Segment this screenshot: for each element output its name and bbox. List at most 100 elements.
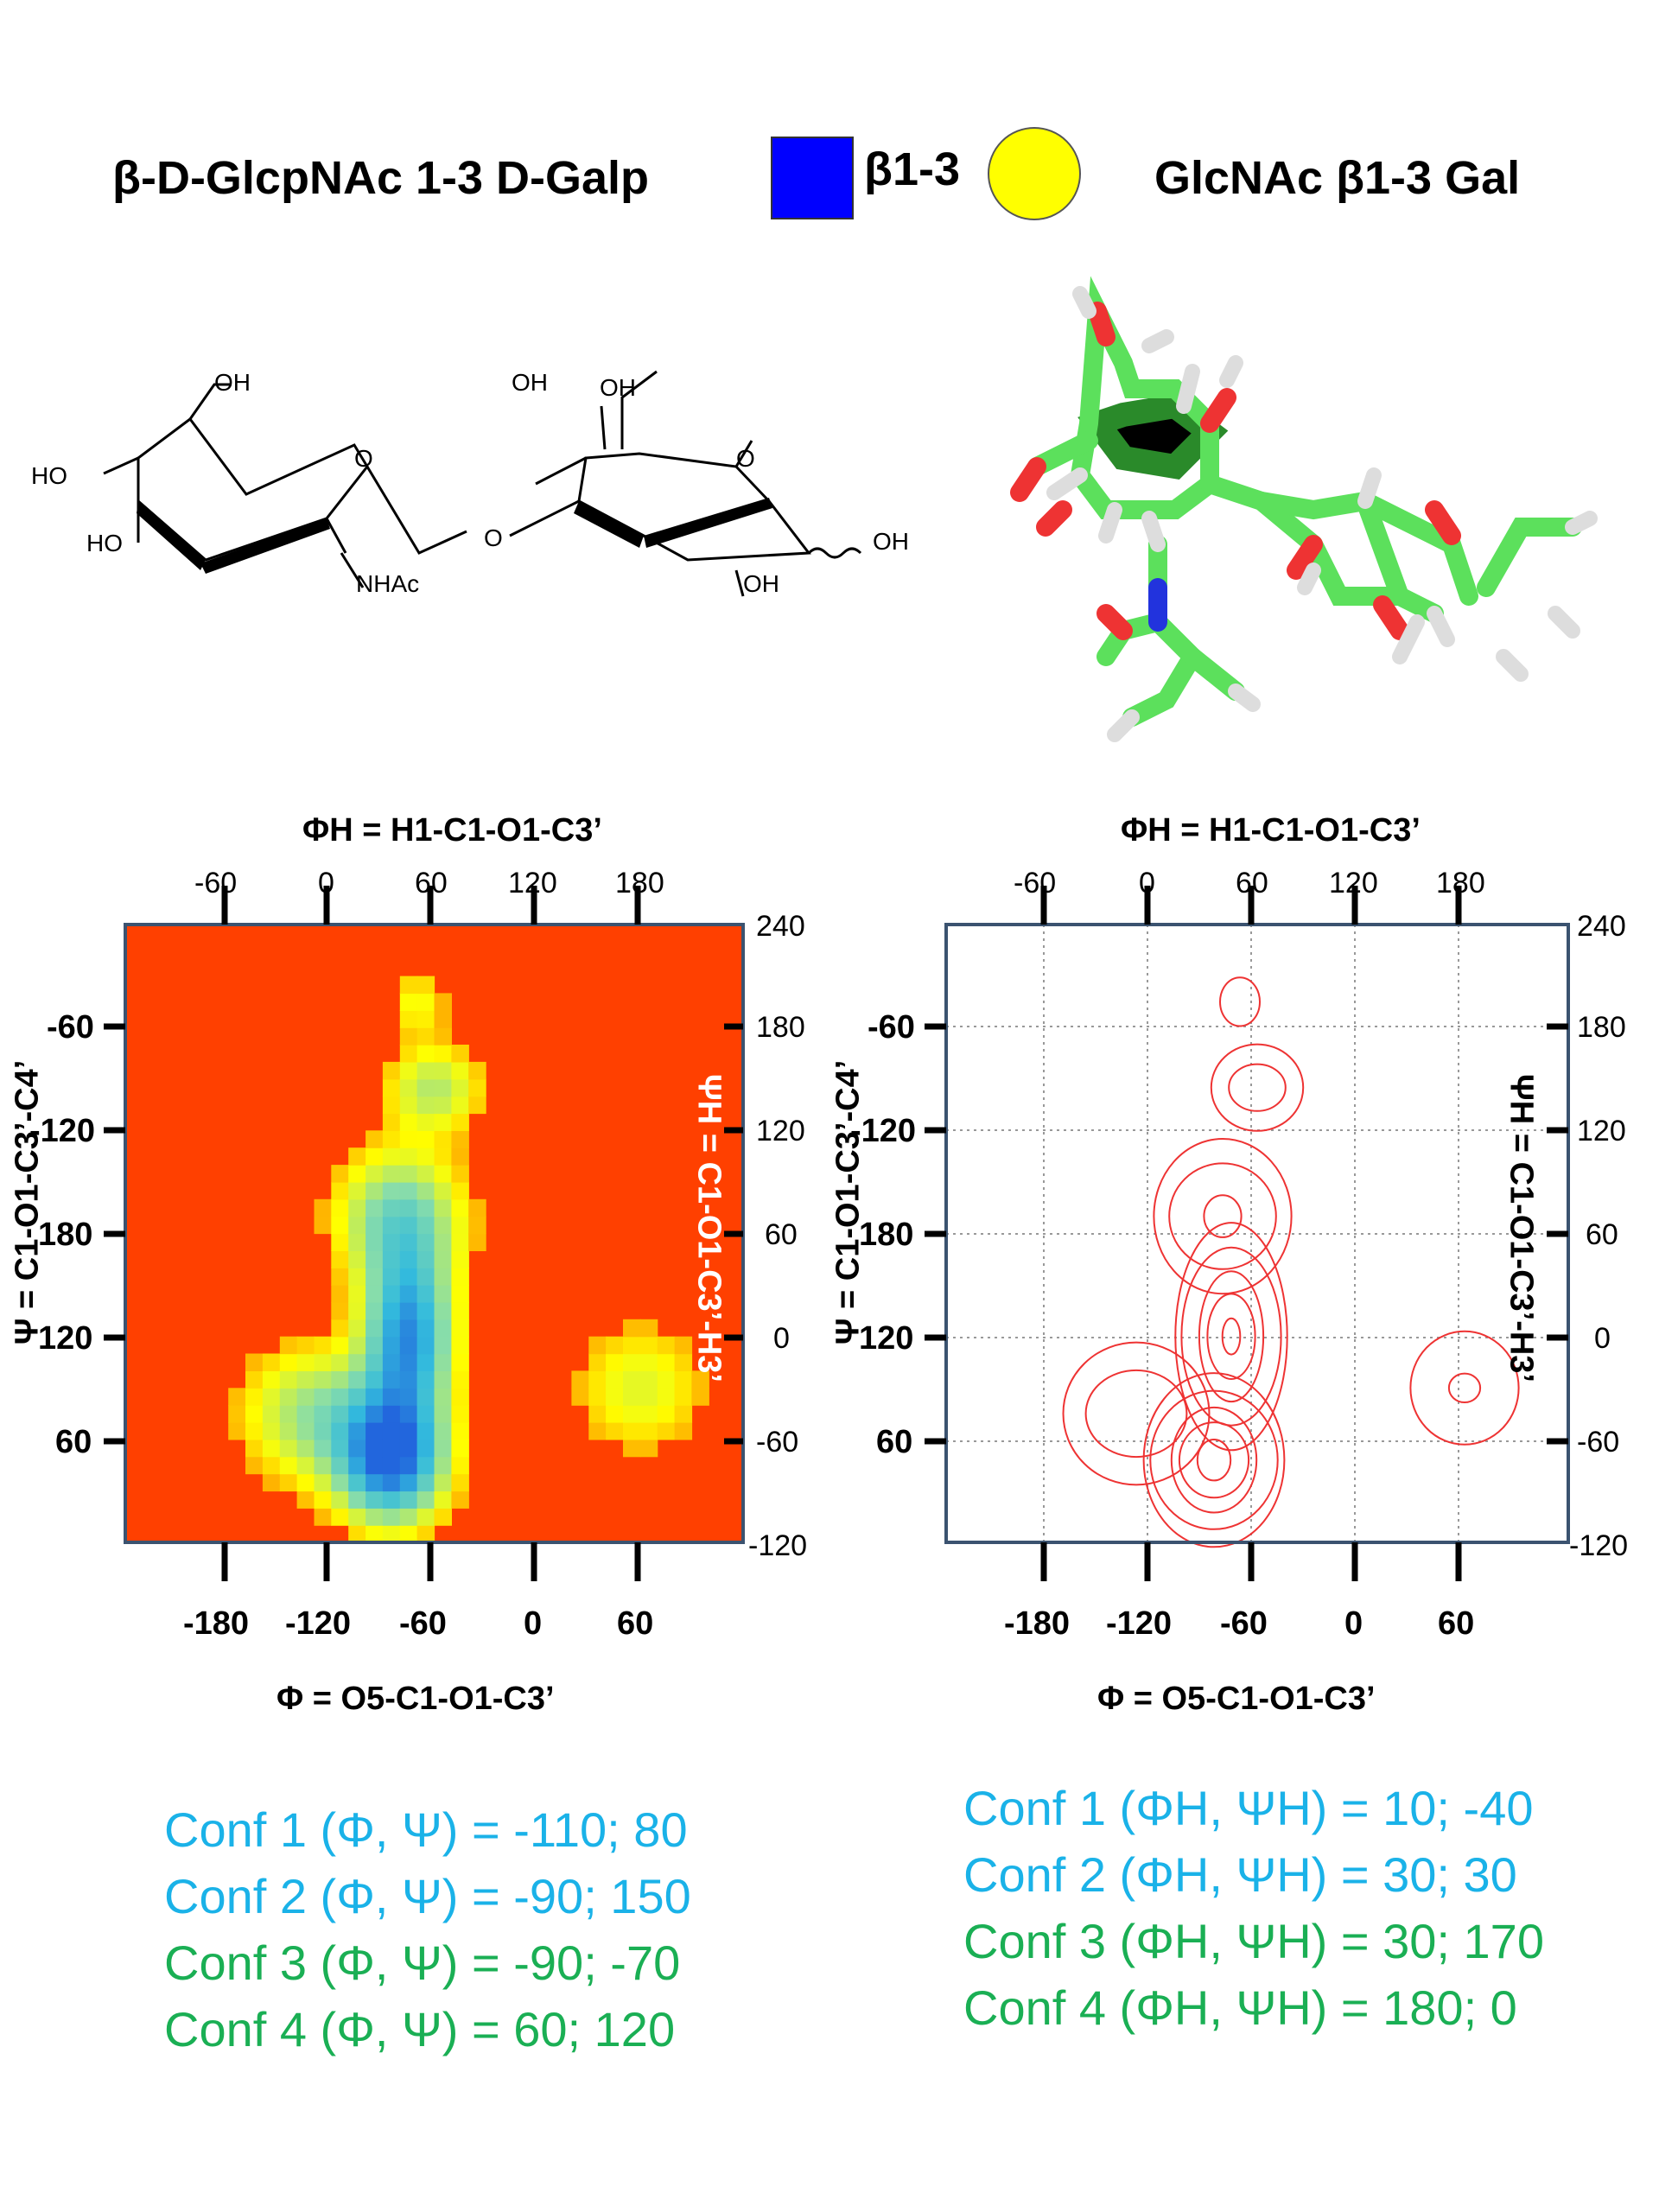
- heatmap-cell: [416, 1130, 435, 1148]
- heatmap-cell: [314, 1439, 332, 1458]
- heatmap-cell: [639, 1370, 658, 1389]
- heatmap-cell: [348, 1165, 366, 1183]
- heatmap-cell: [296, 1456, 315, 1475]
- heatmap-cell: [331, 1405, 349, 1423]
- heatmap-cell: [228, 1388, 246, 1406]
- heatmap-cell: [279, 1473, 298, 1492]
- conformation-entry: Conf 2 (Φ, Ψ) = -90; 150: [164, 1869, 691, 1923]
- right-tick-label: 240: [1577, 910, 1626, 943]
- top-tick-label: 120: [1329, 867, 1378, 899]
- heatmap-cell: [451, 1078, 469, 1097]
- heatmap-cell: [434, 1078, 452, 1097]
- heatmap-cell: [348, 1268, 366, 1286]
- left-tick-label: 180: [38, 1217, 93, 1253]
- heatmap-cell: [416, 1353, 435, 1371]
- heatmap-cell: [331, 1301, 349, 1320]
- heatmap-cell: [348, 1216, 366, 1235]
- heatmap-cell: [382, 1439, 401, 1458]
- heatmap-cell: [468, 1061, 486, 1080]
- right-tick-label: 0: [1594, 1322, 1611, 1355]
- heatmap-cell: [451, 1268, 469, 1286]
- heatmap-cell: [262, 1456, 281, 1475]
- heatmap-cell: [416, 1456, 435, 1475]
- heatmap-cell: [365, 1285, 384, 1303]
- heatmap-cell: [451, 1198, 469, 1217]
- contour-line: [1409, 1330, 1520, 1446]
- heatmap-cell: [314, 1216, 332, 1235]
- ring-oxygen-label: O: [736, 445, 755, 472]
- contour-line: [1447, 1372, 1482, 1403]
- right-tick-label: -60: [1577, 1426, 1620, 1459]
- heatmap-cell: [279, 1388, 298, 1406]
- heatmap-cell: [348, 1233, 366, 1251]
- heatmap-cell: [296, 1491, 315, 1509]
- heatmap-cell: [382, 1353, 401, 1371]
- heatmap-cell: [348, 1198, 366, 1217]
- heatmap-cell: [434, 1165, 452, 1183]
- heatmap-cell: [434, 1130, 452, 1148]
- heatmap-cell: [399, 1268, 418, 1286]
- heatmap-cell: [348, 1336, 366, 1355]
- heatmap-cell: [434, 993, 452, 1011]
- top-tick-label: 60: [1236, 867, 1268, 899]
- heatmap-cell: [399, 1147, 418, 1166]
- conformation-entry: Conf 4 (Φ, Ψ) = 60; 120: [164, 2002, 676, 2056]
- heatmap-cell: [382, 1096, 401, 1115]
- heatmap-cell: [314, 1353, 332, 1371]
- heatmap-cell: [348, 1301, 366, 1320]
- heatmap-cell: [382, 1456, 401, 1475]
- heatmap-cell: [365, 1165, 384, 1183]
- heatmap-cell: [331, 1165, 349, 1183]
- heatmap-cell: [365, 1422, 384, 1440]
- right-tick-label: 60: [765, 1218, 798, 1251]
- heatmap-cell: [331, 1268, 349, 1286]
- heatmap-cell: [674, 1353, 693, 1371]
- heatmap-cell: [331, 1285, 349, 1303]
- heatmap-cell: [674, 1370, 693, 1389]
- glcnac-square-icon: [771, 137, 854, 219]
- conformation-entry: Conf 4 (ΦH, ΨH) = 180; 0: [963, 1980, 1517, 2035]
- contour-line: [1206, 1293, 1256, 1381]
- heatmap-cell: [382, 1268, 401, 1286]
- heatmap-cell: [262, 1422, 281, 1440]
- heatmap-cell: [399, 993, 418, 1011]
- heatmap-cell: [399, 1422, 418, 1440]
- heatmap-cell: [382, 1491, 401, 1509]
- heatmap-cell: [331, 1198, 349, 1217]
- heatmap-cell: [348, 1353, 366, 1371]
- heatmap-cell: [399, 1061, 418, 1080]
- heatmap-cell: [451, 1233, 469, 1251]
- heatmap-cell: [623, 1388, 641, 1406]
- contour-line: [1198, 1270, 1265, 1403]
- heatmap-cell: [416, 1301, 435, 1320]
- heatmap-cell: [451, 1439, 469, 1458]
- disaccharide-structure: OH HO HO O NHAc O OH OH O OH OH: [31, 369, 909, 597]
- heatmap-cell: [451, 1216, 469, 1235]
- contour-line: [1142, 1372, 1286, 1548]
- heatmap-cell: [348, 1370, 366, 1389]
- heatmap-cell: [451, 1336, 469, 1355]
- top-axis-title: ΦH = H1-C1-O1-C3’: [302, 812, 602, 849]
- heatmap-cell: [314, 1508, 332, 1526]
- heatmap-cell: [399, 1388, 418, 1406]
- heatmap-cell: [451, 1045, 469, 1063]
- heatmap-cell: [279, 1456, 298, 1475]
- heatmap-cell: [434, 1096, 452, 1115]
- heatmap-cell: [365, 1473, 384, 1492]
- left-glycan-name: β-D-GlcpNAc 1-3 D-Galp: [112, 152, 650, 204]
- heatmap-cell: [674, 1388, 693, 1406]
- heatmap-cell: [623, 1353, 641, 1371]
- heatmap-cell: [296, 1439, 315, 1458]
- heatmap-cell: [623, 1439, 641, 1458]
- heatmap-cell: [657, 1336, 676, 1355]
- contour-line: [1180, 1246, 1282, 1427]
- heatmap-cell: [434, 1147, 452, 1166]
- heatmap-cell: [451, 1147, 469, 1166]
- heatmap-cell: [314, 1473, 332, 1492]
- heatmap-cell: [451, 1165, 469, 1183]
- heatmap-cell: [296, 1388, 315, 1406]
- heatmap-cell: [348, 1422, 366, 1440]
- heatmap-cell: [399, 1301, 418, 1320]
- ring-oxygen-label: O: [354, 445, 373, 472]
- heatmap-cell: [623, 1336, 641, 1355]
